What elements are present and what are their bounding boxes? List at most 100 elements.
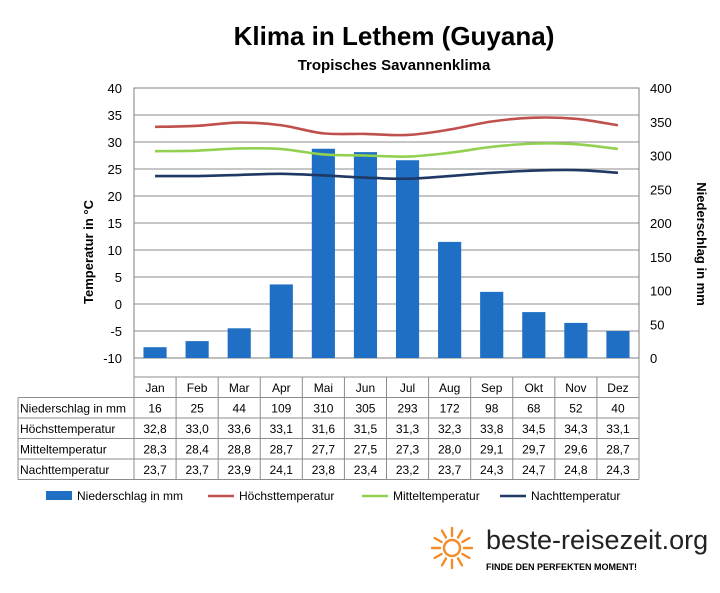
table-row-label: Niederschlag in mm	[20, 402, 126, 416]
brand-tagline: FINDE DEN PERFEKTEN MOMENT!	[486, 562, 637, 572]
precipitation-bar	[438, 241, 462, 358]
table-cell: 24,3	[480, 463, 504, 477]
precipitation-bar	[480, 291, 504, 358]
precipitation-bar	[564, 322, 588, 358]
precipitation-bar	[606, 331, 630, 358]
table-cell: 33,6	[228, 422, 252, 436]
precipitation-bar	[395, 160, 420, 358]
table-row-label: Mitteltemperatur	[20, 443, 107, 457]
x-tick-label: Nov	[565, 381, 586, 395]
y2-tick-label: 0	[650, 351, 657, 366]
table-cell: 28,8	[228, 443, 252, 457]
table-cell: 28,7	[270, 443, 294, 457]
table-cell: 33,0	[185, 422, 209, 436]
legend-swatch	[46, 491, 72, 500]
sun-ray	[440, 557, 448, 567]
table-cell: 23,4	[354, 463, 378, 477]
y-tick-label: 40	[108, 81, 122, 96]
table-cell: 29,1	[480, 443, 504, 457]
table-cell: 68	[527, 402, 541, 416]
table-cell: 172	[440, 402, 460, 416]
y-tick-label: 10	[108, 243, 122, 258]
temperature-line	[155, 142, 619, 158]
y2-tick-label: 150	[650, 250, 672, 265]
table-cell: 28,3	[143, 443, 167, 457]
left-axis-ticks: 40 35 30 25 20 15 10 5 0 -5 -10	[103, 81, 122, 366]
table-cell: 31,5	[354, 422, 378, 436]
table-cell: 28,7	[606, 443, 630, 457]
y-tick-label: -5	[110, 324, 122, 339]
y2-tick-label: 250	[650, 182, 672, 197]
sun-ray	[456, 557, 464, 567]
plot-frame	[133, 87, 640, 359]
x-tick-label: Jun	[356, 381, 375, 395]
y-axis-label: Temperatur in °C	[81, 199, 96, 304]
y-tick-label: -10	[103, 351, 122, 366]
table-cell: 310	[313, 402, 333, 416]
y2-tick-label: 50	[650, 317, 664, 332]
legend-label: Höchsttemperatur	[239, 489, 334, 503]
table-cell: 34,3	[564, 422, 588, 436]
table-cell: 33,1	[270, 422, 294, 436]
table-cell: 33,8	[480, 422, 504, 436]
legend-label: Mitteltemperatur	[393, 489, 480, 503]
x-tick-label: Apr	[272, 381, 291, 395]
table-cell: 52	[569, 402, 583, 416]
table-cell: 33,1	[606, 422, 630, 436]
x-tick-label: Dez	[607, 381, 628, 395]
y-tick-label: 15	[108, 216, 122, 231]
table-cell: 29,7	[522, 443, 546, 457]
temperature-line	[155, 116, 619, 137]
sun-ray	[440, 529, 448, 539]
right-axis-ticks: 400 350 300 250 200 150 100 50 0	[650, 81, 672, 366]
y2-axis-label: Niederschlag in mm	[694, 182, 709, 306]
legend: Niederschlag in mm Höchsttemperatur Mittel…	[46, 489, 620, 503]
bar-series	[143, 148, 630, 358]
table-cell: 23,8	[312, 463, 336, 477]
table-row-label: Nachttemperatur	[20, 463, 109, 477]
table-cell: 23,2	[396, 463, 420, 477]
sun-ray	[456, 529, 464, 539]
x-tick-label: Jan	[145, 381, 164, 395]
table-cell: 27,5	[354, 443, 378, 457]
table-cell: 24,3	[606, 463, 630, 477]
table-cell: 40	[611, 402, 625, 416]
line-series	[155, 116, 619, 181]
table-cell: 16	[148, 402, 162, 416]
y2-tick-label: 300	[650, 149, 672, 164]
table-cell: 305	[355, 402, 375, 416]
table-cell: 23,7	[143, 463, 167, 477]
chart-title: Klima in Lethem (Guyana)	[234, 21, 555, 51]
table-row-label: Höchsttemperatur	[20, 422, 115, 436]
table-cell: 109	[271, 402, 291, 416]
x-tick-label: Jul	[400, 381, 415, 395]
y-tick-label: 25	[108, 162, 122, 177]
table-cell: 34,5	[522, 422, 546, 436]
y2-tick-label: 200	[650, 216, 672, 231]
precipitation-bar	[185, 341, 209, 358]
table-cell: 98	[485, 402, 499, 416]
x-tick-label: Mar	[229, 381, 250, 395]
precipitation-bar	[522, 312, 546, 358]
table-cell: 32,3	[438, 422, 462, 436]
temperature-line	[155, 168, 619, 181]
table-cell: 23,9	[228, 463, 252, 477]
branding: beste-reisezeit.org FINDE DEN PERFEKTEN …	[430, 525, 708, 572]
sun-disc	[442, 538, 462, 558]
table-cell: 23,7	[185, 463, 209, 477]
y2-tick-label: 100	[650, 284, 672, 299]
gridlines	[133, 87, 640, 359]
sun-ray	[461, 552, 471, 560]
table-cell: 23,7	[438, 463, 462, 477]
table-cell: 24,8	[564, 463, 588, 477]
sun-ray	[461, 536, 471, 544]
table-cell: 27,7	[312, 443, 336, 457]
table-cell: 31,6	[312, 422, 336, 436]
x-tick-label: Sep	[481, 381, 503, 395]
sun-ray	[433, 552, 443, 560]
legend-label: Niederschlag in mm	[77, 489, 183, 503]
brand-name: beste-reisezeit.org	[486, 525, 708, 555]
sun-icon	[430, 526, 474, 570]
table-cell: 293	[398, 402, 418, 416]
